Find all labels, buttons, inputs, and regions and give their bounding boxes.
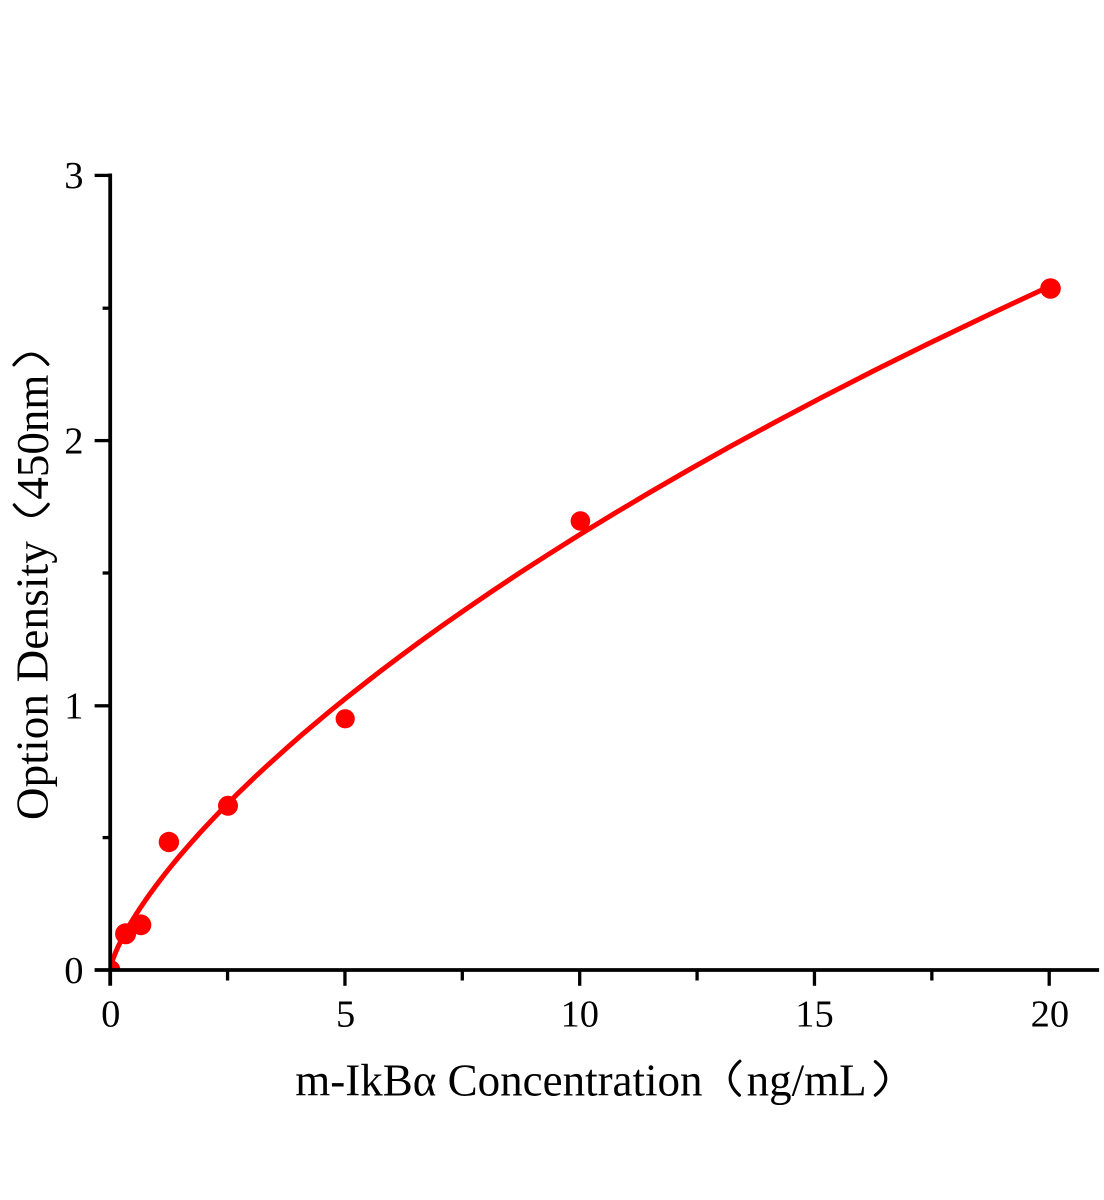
svg-text:2: 2 xyxy=(64,420,83,462)
svg-text:m-IkBα Concentration: m-IkBα Concentration xyxy=(295,1055,702,1105)
svg-text:0: 0 xyxy=(101,993,120,1035)
svg-text:20: 20 xyxy=(1031,993,1070,1035)
svg-text:0: 0 xyxy=(64,950,83,992)
svg-text:450nm: 450nm xyxy=(8,375,58,500)
svg-text:10: 10 xyxy=(560,993,599,1035)
svg-text:15: 15 xyxy=(795,993,834,1035)
svg-text:5: 5 xyxy=(336,993,355,1035)
svg-text:Option Density: Option Density xyxy=(8,541,58,820)
svg-text:1: 1 xyxy=(64,686,83,728)
svg-text:3: 3 xyxy=(64,155,83,197)
svg-text:ng/mL: ng/mL xyxy=(747,1055,867,1105)
